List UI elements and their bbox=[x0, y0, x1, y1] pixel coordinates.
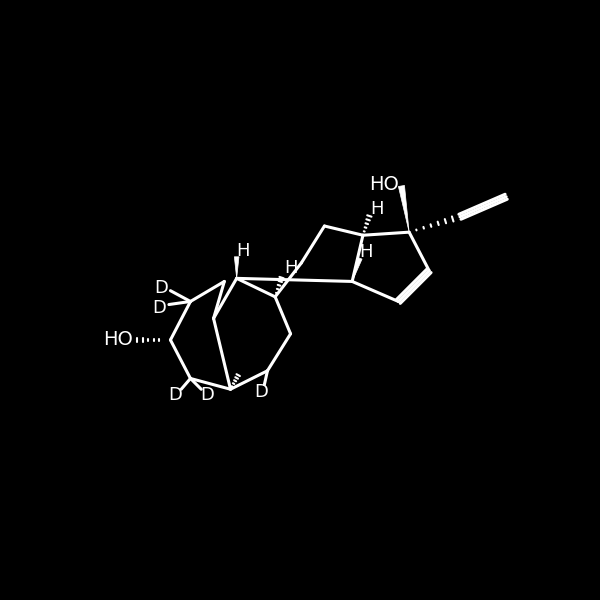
Text: H: H bbox=[370, 200, 383, 218]
Text: H: H bbox=[359, 243, 373, 261]
Text: H: H bbox=[284, 259, 298, 277]
Polygon shape bbox=[235, 257, 239, 278]
Text: D: D bbox=[168, 386, 182, 404]
Text: H: H bbox=[236, 242, 250, 260]
Polygon shape bbox=[398, 185, 409, 232]
Text: D: D bbox=[254, 383, 268, 401]
Text: HO: HO bbox=[103, 331, 133, 349]
Text: HO: HO bbox=[370, 175, 400, 194]
Polygon shape bbox=[352, 257, 362, 281]
Text: D: D bbox=[153, 299, 167, 317]
Text: D: D bbox=[154, 278, 168, 296]
Text: D: D bbox=[200, 386, 214, 404]
